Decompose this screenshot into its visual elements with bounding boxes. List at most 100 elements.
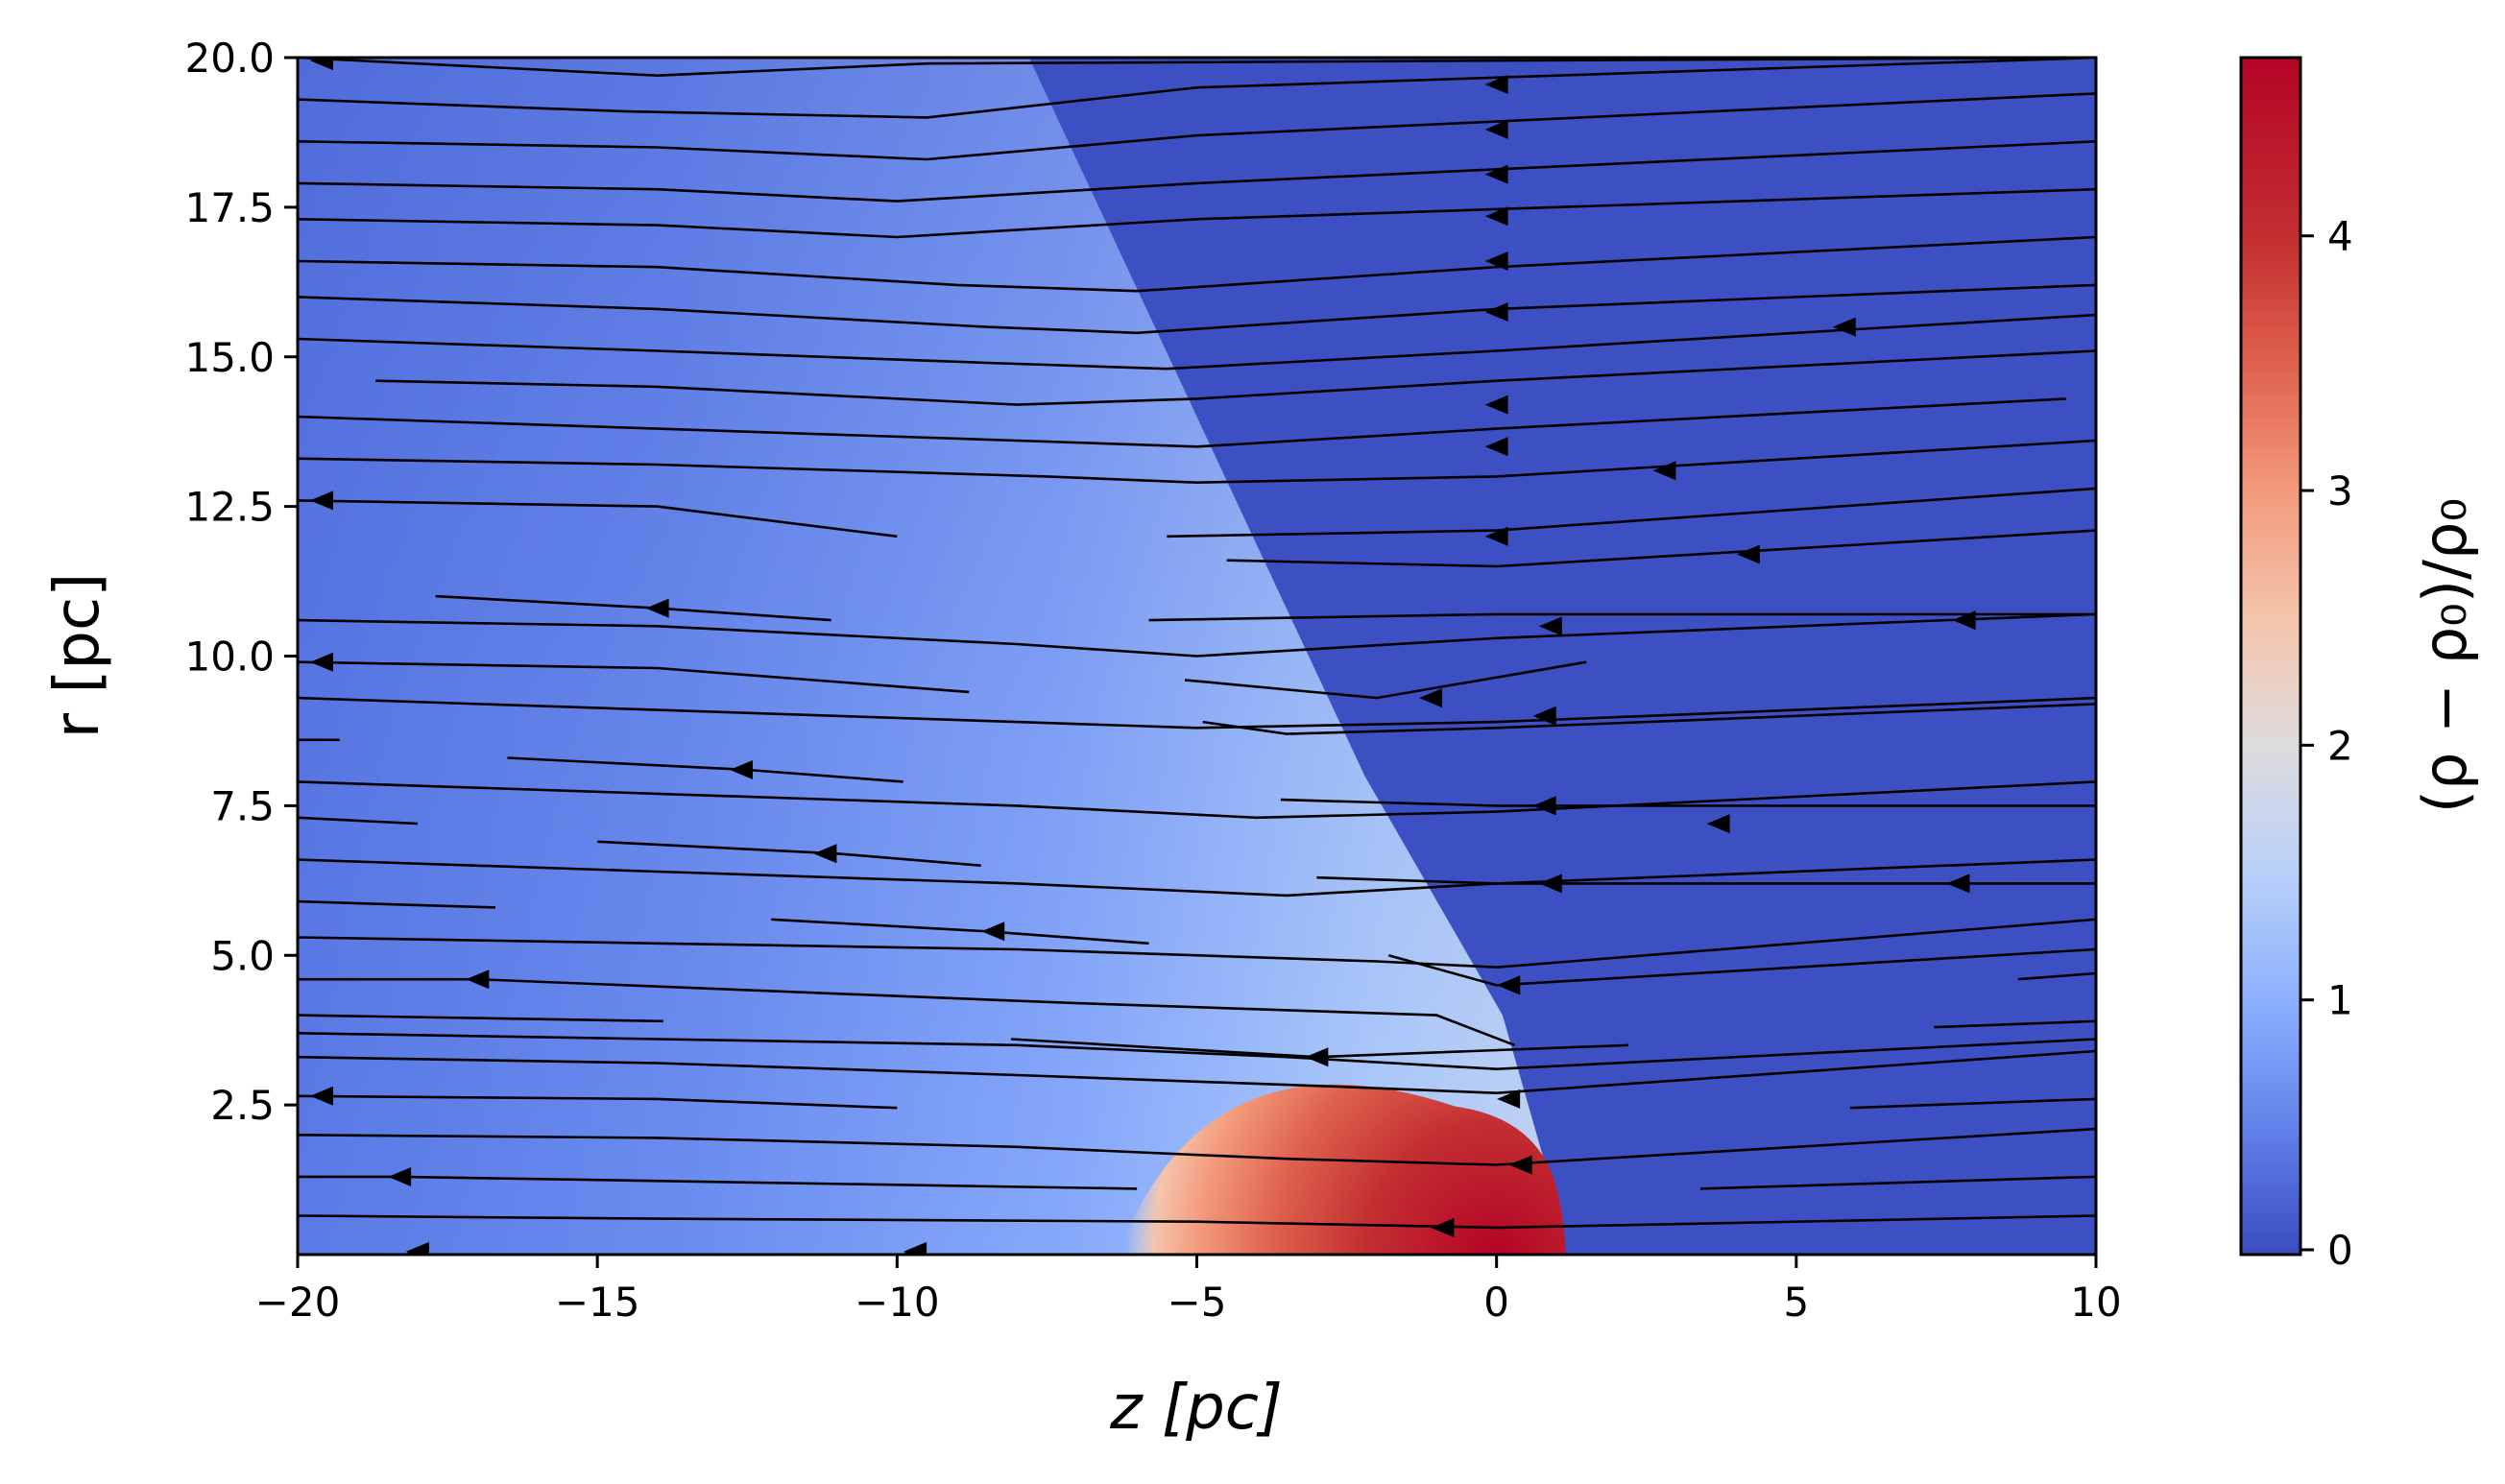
streamline-1 <box>298 58 2096 119</box>
colorbar-scale <box>2239 56 2302 1257</box>
streamline-arrow-5 <box>1484 251 1508 271</box>
streamline-arrow-32 <box>1497 975 1521 995</box>
colorbar-tick-label: 0 <box>2327 1227 2353 1274</box>
x-axis-title: z [pc] <box>1109 1373 1283 1444</box>
streamline-arrow-0 <box>309 58 333 71</box>
streamline-arrow-9 <box>1484 437 1508 457</box>
x-tick-label: −10 <box>855 1279 940 1326</box>
streamline-31 <box>298 918 2096 969</box>
x-tick-label: −20 <box>255 1279 341 1326</box>
streamline-40 <box>298 1094 898 1110</box>
streamline-36 <box>298 1032 2096 1071</box>
y-tick-label: 2.5 <box>210 1082 275 1129</box>
y-tick-label: 17.5 <box>184 184 275 231</box>
streamline-4 <box>298 187 2096 239</box>
streamline-15 <box>298 612 2096 658</box>
streamline-arrow-30 <box>981 922 1005 942</box>
colorbar-tick-label: 2 <box>2327 722 2353 769</box>
streamline-arrow-10 <box>1652 461 1676 481</box>
colorbar-title: (ρ − ρ₀)/ρ₀ <box>2410 498 2480 813</box>
streamline-6 <box>298 283 2096 335</box>
streamline-arrow-3 <box>1484 164 1508 184</box>
streamline-arrow-47 <box>903 1241 927 1255</box>
streamline-2 <box>298 92 2096 161</box>
streamline-arrow-17 <box>309 652 333 672</box>
x-axis-ticks: −20 −15 −10 −5 0 5 10 <box>255 1255 2122 1326</box>
streamline-18 <box>1184 660 1587 700</box>
streamline-33 <box>298 977 1515 1047</box>
streamline-0 <box>298 58 2096 78</box>
x-tick-label: −5 <box>1168 1279 1227 1326</box>
streamline-27 <box>298 858 2096 898</box>
y-tick-label: 15.0 <box>184 334 275 381</box>
streamline-arrow-2 <box>1484 119 1508 139</box>
streamline-arrow-13 <box>1736 544 1760 564</box>
streamline-arrow-28 <box>1946 874 1970 894</box>
y-tick-label: 10.0 <box>184 634 275 681</box>
streamline-arrow-1 <box>1484 75 1508 95</box>
streamline-arrow-6 <box>1484 301 1508 322</box>
streamline-arrow-46 <box>405 1241 429 1255</box>
streamline-arrow-11 <box>309 491 333 511</box>
y-tick-label: 12.5 <box>184 484 275 531</box>
streamline-arrow-25 <box>1706 814 1730 834</box>
streamline-arrow-26 <box>813 844 837 864</box>
streamlines <box>298 58 2096 1255</box>
colorbar: 0 1 2 3 4 (ρ − ρ₀)/ρ₀ <box>2239 56 2480 1274</box>
colorbar-tick-label: 3 <box>2327 467 2353 515</box>
streamline-45 <box>298 1214 2096 1230</box>
x-tick-label: 0 <box>1483 1279 1509 1326</box>
streamline-16 <box>1148 612 2096 622</box>
core-density-peak <box>1117 1084 1566 1255</box>
colorbar-tick-label: 4 <box>2327 213 2353 260</box>
streamline-12 <box>1167 487 2096 539</box>
x-tick-label: −15 <box>555 1279 640 1326</box>
y-axis-ticks: 2.5 5.0 7.5 10.0 12.5 15.0 17.5 20.0 <box>184 35 298 1129</box>
streamline-5 <box>298 235 2096 293</box>
streamline-arrow-22 <box>730 759 754 779</box>
streamline-arrow-38 <box>1305 1047 1329 1067</box>
streamline-arrow-41 <box>1508 1155 1532 1175</box>
streamline-arrow-16 <box>1952 610 1976 631</box>
streamline-28 <box>1316 875 2096 885</box>
y-tick-label: 5.0 <box>210 932 275 979</box>
plot-area <box>298 58 2096 1255</box>
y-tick-label: 20.0 <box>184 35 275 82</box>
streamline-9 <box>298 397 2066 448</box>
streamline-arrow-14 <box>645 598 669 618</box>
colorbar-ticks: 0 1 2 3 4 <box>2300 213 2353 1274</box>
streamline-arrow-8 <box>1484 395 1508 415</box>
streamline-arrow-43 <box>388 1166 412 1186</box>
streamline-37 <box>1934 1019 2096 1029</box>
streamline-44 <box>1699 1175 2096 1190</box>
streamline-arrow-12 <box>1484 526 1508 546</box>
streamline-arrow-4 <box>1484 206 1508 227</box>
streamline-39 <box>298 1049 2096 1095</box>
streamline-8 <box>375 349 2096 406</box>
streamline-26 <box>597 840 981 867</box>
streamline-11 <box>298 499 898 539</box>
streamline-29 <box>298 899 496 909</box>
streamline-10 <box>298 439 2096 485</box>
streamline-7 <box>298 313 2096 371</box>
streamline-arrow-39 <box>1497 1089 1521 1109</box>
x-tick-label: 5 <box>1783 1279 1809 1326</box>
streamline-arrow-40 <box>309 1086 333 1106</box>
streamline-42 <box>1849 1097 2096 1110</box>
x-tick-label: 10 <box>2070 1279 2121 1326</box>
streamline-arrow-18 <box>1418 688 1442 708</box>
streamline-arrow-33 <box>466 969 490 990</box>
streamline-19 <box>298 696 2096 730</box>
streamline-13 <box>1226 529 2096 568</box>
streamline-32 <box>1387 947 2096 987</box>
streamline-arrow-20 <box>1532 706 1556 726</box>
streamline-arrow-7 <box>1832 317 1856 337</box>
shocked-region-shade <box>298 58 1566 1255</box>
streamline-3 <box>298 140 2096 203</box>
colorbar-tick-label: 1 <box>2327 977 2353 1024</box>
streamline-17 <box>298 660 970 694</box>
streamline-35 <box>298 1014 663 1023</box>
streamline-34 <box>2017 971 2096 981</box>
y-tick-label: 7.5 <box>210 782 275 829</box>
